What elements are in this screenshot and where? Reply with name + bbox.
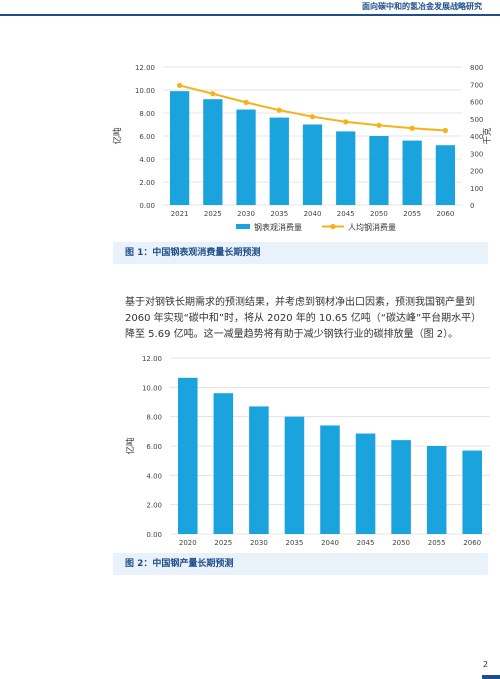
figure-1-caption: 图 1：中国钢表观消费量长期预测 — [125, 248, 261, 258]
bar — [203, 99, 223, 205]
legend-bar-swatch — [236, 224, 250, 229]
x-tick-label: 2030 — [250, 539, 268, 547]
y-tick-label: 10.00 — [135, 87, 155, 95]
chart-1: 0.00 2.00 4.00 6.00 8.00 10.00 12.00 亿吨 0 100 200 3… — [112, 64, 493, 232]
bar — [435, 145, 456, 205]
y-tick-label: 6.00 — [139, 133, 155, 141]
line-point — [442, 127, 448, 134]
bar — [213, 393, 234, 534]
bar — [320, 425, 340, 534]
bar — [426, 446, 447, 534]
bar — [402, 140, 422, 205]
figure-2-caption: 图 2：中国钢产量长期预测 — [125, 559, 234, 569]
x-tick-label: 2040 — [321, 539, 339, 547]
x-tick-label: 2045 — [357, 539, 375, 547]
bar — [269, 117, 289, 205]
y2-tick-label: 600 — [470, 99, 483, 107]
y-tick-label: 8.00 — [146, 414, 162, 422]
line-point — [276, 107, 282, 113]
line-point — [210, 91, 216, 97]
y-tick-label: 0.00 — [139, 202, 155, 210]
y2-axis-label: 千克 — [482, 127, 493, 145]
x-tick-label: 2040 — [304, 210, 322, 218]
line-point — [376, 122, 382, 128]
y2-tick-label: 200 — [470, 168, 483, 176]
y-tick-label: 12.00 — [135, 64, 155, 72]
x-tick-label: 2050 — [370, 210, 388, 218]
x-tick-label: 2035 — [286, 539, 304, 547]
y-tick-label: 2.00 — [139, 179, 155, 187]
bar — [369, 136, 389, 205]
y2-tick-label: 700 — [470, 81, 483, 89]
y-tick-label: 8.00 — [139, 110, 155, 118]
bar — [355, 433, 376, 534]
x-tick-label: 2030 — [237, 210, 255, 218]
legend-line-label: 人均钢消费量 — [348, 222, 396, 232]
line-point — [343, 119, 349, 125]
x-tick-label: 2025 — [204, 210, 222, 218]
bar — [236, 109, 256, 205]
legend-line-marker — [330, 223, 336, 230]
bar — [302, 124, 323, 205]
page-number: 2 — [482, 660, 488, 669]
x-tick-label: 2020 — [179, 539, 197, 547]
bar — [284, 416, 305, 534]
bar — [178, 377, 198, 534]
header-title: 面向碳中和的氢冶金发展战略研究 — [358, 0, 486, 13]
x-tick-label: 2055 — [403, 210, 421, 218]
body-paragraph: 基于对钢铁长期需求的预测结果，并考虑到钢材净出口因素，预测我国钢产量到 2060… — [125, 297, 482, 340]
bar — [249, 406, 269, 534]
y2-tick-label: 0 — [470, 202, 474, 210]
y-tick-label: 4.00 — [146, 472, 162, 480]
x-tick-label: 2050 — [392, 539, 410, 547]
y-tick-label: 0.00 — [146, 531, 162, 539]
x-tick-label: 2045 — [337, 210, 355, 218]
chart-2: 0.00 2.00 4.00 6.00 8.00 10.00 12.00 亿吨 2020 2025… — [125, 355, 490, 547]
y2-tick-label: 500 — [470, 116, 483, 124]
bar — [336, 131, 356, 205]
figure-1-caption-bar — [113, 242, 488, 264]
line-point — [309, 114, 316, 120]
line-point — [409, 125, 415, 131]
x-tick-label: 2060 — [463, 539, 481, 547]
page-number-accent — [482, 675, 500, 679]
y-tick-label: 6.00 — [146, 443, 162, 451]
y-tick-label: 10.00 — [142, 384, 162, 392]
bar — [169, 91, 190, 205]
x-tick-label: 2035 — [270, 210, 288, 218]
y2-tick-label: 400 — [470, 133, 483, 141]
line-point — [243, 99, 249, 105]
line-point — [177, 82, 183, 89]
y2-tick-label: 100 — [470, 185, 483, 193]
x-tick-label: 2055 — [428, 539, 446, 547]
y-axis-label: 亿吨 — [112, 127, 123, 145]
y-axis-label: 亿吨 — [125, 437, 136, 455]
x-tick-label: 2060 — [436, 210, 454, 218]
y-tick-label: 4.00 — [139, 156, 155, 164]
x-tick-label: 2025 — [214, 539, 232, 547]
legend-bar-label: 钢表观消费量 — [254, 222, 302, 232]
y2-tick-label: 800 — [470, 64, 483, 72]
header-rule — [0, 14, 500, 16]
bar — [462, 450, 482, 534]
y2-tick-label: 300 — [470, 150, 483, 158]
x-tick-label: 2021 — [171, 210, 189, 218]
bar — [391, 440, 411, 534]
y-tick-label: 2.00 — [146, 502, 162, 510]
figure-2-caption-bar — [113, 553, 488, 575]
y-tick-label: 12.00 — [142, 355, 162, 363]
